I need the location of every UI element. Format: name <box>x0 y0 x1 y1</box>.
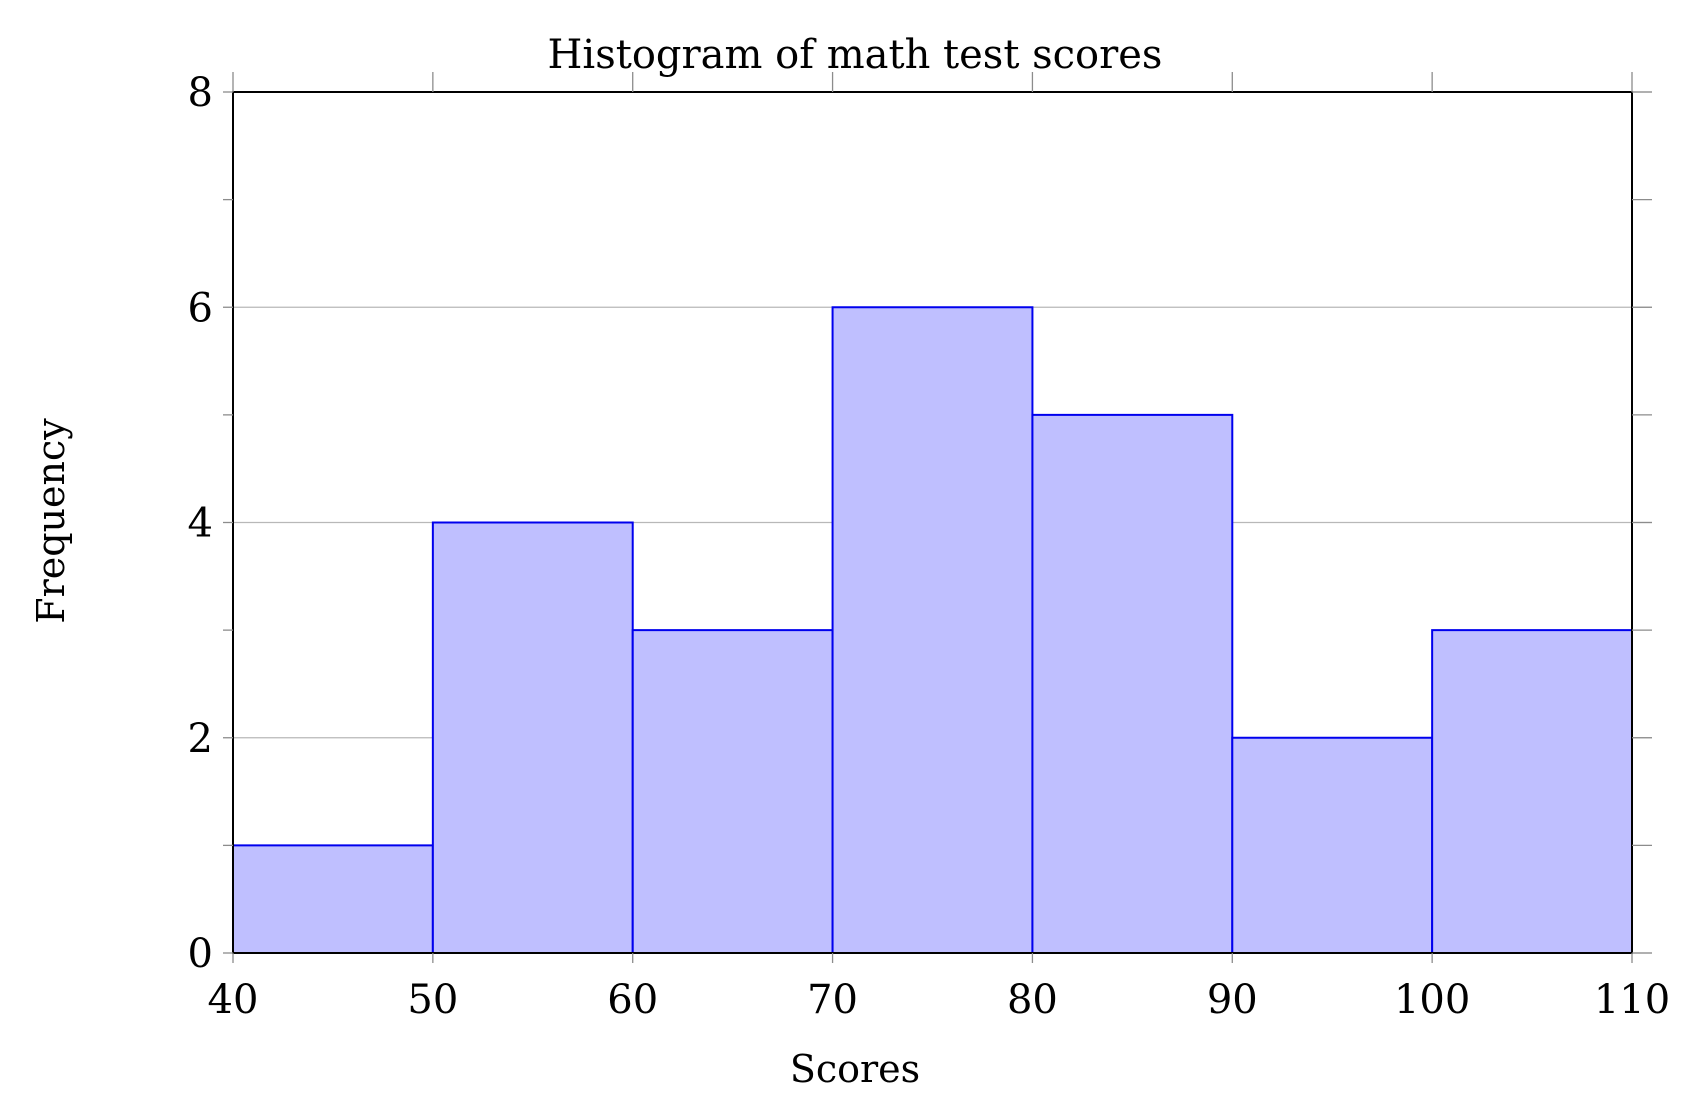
bars-layer <box>232 306 1633 954</box>
bar-70-80 <box>831 306 1034 954</box>
x-tick-label-90: 90 <box>1207 977 1258 1023</box>
tick-labels-layer: 40 50 60 70 80 90 100 110 0 2 4 6 8 <box>188 70 1671 1023</box>
bar-90-100 <box>1231 736 1434 954</box>
x-tick-label-110: 110 <box>1594 977 1670 1023</box>
ticks-layer <box>223 72 1652 963</box>
y-axis-label: Frequency <box>29 418 73 624</box>
bar-60-70 <box>631 629 834 954</box>
x-tick-label-60: 60 <box>607 977 658 1023</box>
y-tick-label-4: 4 <box>188 501 213 547</box>
chart-title: Histogram of math test scores <box>548 32 1163 78</box>
x-tick-label-50: 50 <box>407 977 458 1023</box>
x-tick-label-70: 70 <box>807 977 858 1023</box>
y-tick-label-0: 0 <box>188 931 213 977</box>
bar-80-90 <box>1031 413 1234 954</box>
bar-100-110 <box>1431 629 1633 954</box>
y-tick-label-6: 6 <box>188 285 213 331</box>
bar-50-60 <box>431 521 634 954</box>
x-axis-label: Scores <box>790 1047 920 1091</box>
x-tick-label-100: 100 <box>1394 977 1470 1023</box>
x-tick-label-80: 80 <box>1007 977 1058 1023</box>
bar-40-50 <box>232 844 434 954</box>
y-tick-label-2: 2 <box>188 716 213 762</box>
x-tick-label-40: 40 <box>208 977 259 1023</box>
y-tick-label-8: 8 <box>188 70 213 116</box>
